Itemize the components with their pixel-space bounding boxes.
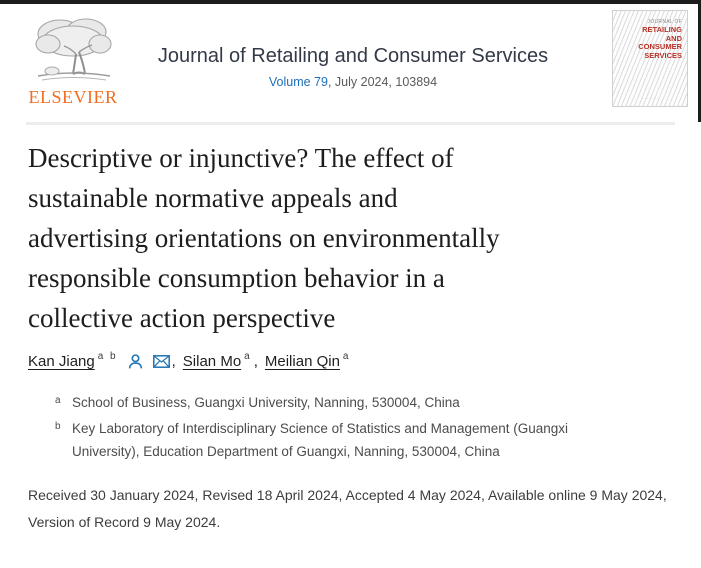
author-affiliation-sup: a [244,351,252,362]
affiliation-text: Key Laboratory of Interdisciplinary Scie… [72,421,569,459]
journal-title-block: Journal of Retailing and Consumer Servic… [120,44,586,89]
affiliations-list: a School of Business, Guangxi University… [28,391,677,463]
article-title-line: sustainable normative appeals and [28,183,398,213]
author-link-meilian-qin[interactable]: Meilian Qin [264,353,340,370]
affiliation-marker: a [55,395,61,406]
elsevier-logo[interactable]: ELSEVIER [22,14,124,106]
person-icon[interactable] [127,353,144,370]
article-title-line: responsible consumption behavior in a [28,263,445,293]
volume-issue-line: Volume 79, July 2024, 103894 [120,75,586,89]
elsevier-wordmark: ELSEVIER [28,87,118,107]
volume-link[interactable]: Volume 79 [268,75,328,89]
affiliation-marker: b [55,421,61,432]
article-main: Descriptive or injunctive? The effect of… [28,125,677,536]
article-title-line: advertising orientations on environmenta… [28,223,500,253]
issue-info: , July 2024, 103894 [327,75,438,89]
article-history-dates: Received 30 January 2024, Revised 18 Apr… [28,487,667,530]
cover-journal-of: JOURNAL OF [647,19,682,25]
author-line: Kan Jiang a b , Silan Mo a , Meilian Qin… [28,351,677,370]
author-separator: , [171,353,176,370]
author-affiliation-sup: a b [97,351,118,362]
article-title-line: Descriptive or injunctive? The effect of [28,143,454,173]
article-title-line: collective action perspective [28,303,336,333]
top-window-border [0,0,701,4]
author-link-kan-jiang[interactable]: Kan Jiang [28,353,95,370]
journal-banner: ELSEVIER Journal of Retailing and Consum… [0,4,701,122]
author-separator: , [253,353,258,370]
article-title: Descriptive or injunctive? The effect of… [28,138,677,338]
journal-cover-thumbnail[interactable]: JOURNAL OF RETAILING AND CONSUMER SERVIC… [612,10,688,107]
cover-footer: · · · · · · · [642,96,658,101]
envelope-icon[interactable] [152,355,170,368]
header-divider [26,122,675,125]
journal-title-link[interactable]: Journal of Retailing and Consumer Servic… [157,45,549,67]
right-window-border [698,0,701,122]
author-link-silan-mo[interactable]: Silan Mo [182,353,242,370]
affiliation-item: b Key Laboratory of Interdisciplinary Sc… [55,417,615,463]
cover-text-block: JOURNAL OF RETAILING AND CONSUMER SERVIC… [638,19,682,60]
elsevier-tree-icon [22,14,124,86]
affiliation-text: School of Business, Guangxi University, … [72,395,460,410]
author-affiliation-sup: a [342,351,351,362]
cover-title: RETAILING AND CONSUMER SERVICES [638,25,682,60]
affiliation-item: a School of Business, Guangxi University… [55,391,615,414]
